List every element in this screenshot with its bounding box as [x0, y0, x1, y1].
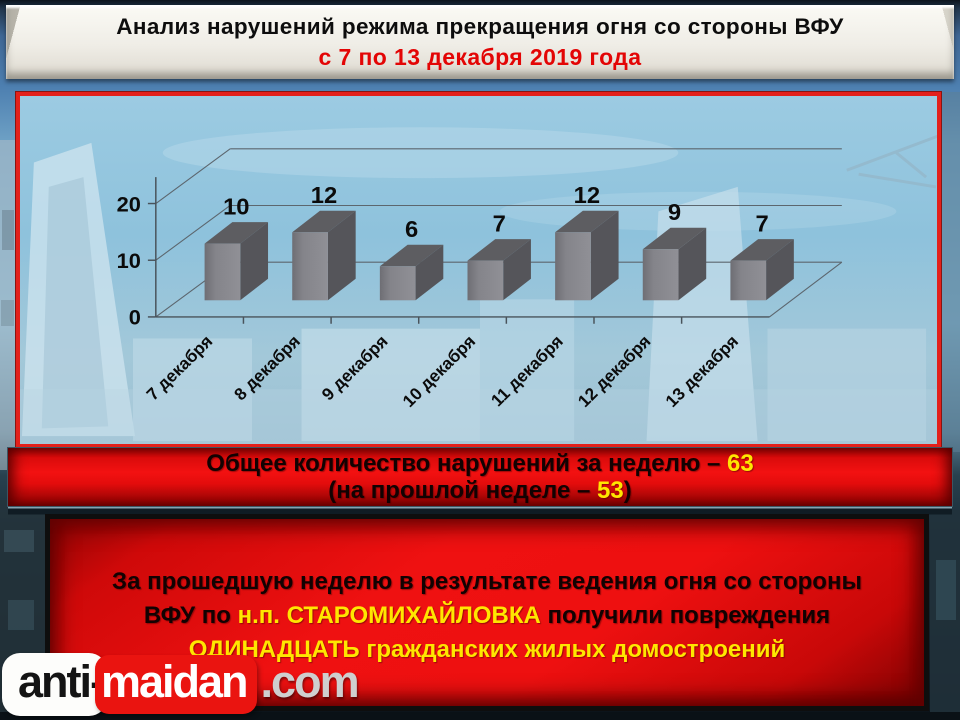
- chart-bar: [379, 244, 444, 301]
- chart-bar: [730, 239, 794, 301]
- category-label: 11 декабря: [487, 331, 567, 410]
- bar-value-label: 12: [311, 183, 337, 209]
- logo-text-anti: anti-: [18, 655, 105, 707]
- summary-line2: (на прошлой неделе – 53): [328, 477, 632, 504]
- bar-value-label: 9: [668, 200, 681, 226]
- damage-line3: ОДИНАДЦАТЬ гражданских жилых домостроени…: [188, 636, 786, 663]
- chart-bar: [642, 227, 707, 301]
- summary-line1: Общее количество нарушений за неделю – 6…: [206, 450, 754, 477]
- chart-bar: [292, 210, 356, 301]
- total-week-value: 63: [727, 450, 754, 477]
- logo-maidan-blob: maidan: [95, 654, 257, 714]
- logo-anti-blob: anti-: [2, 652, 107, 716]
- slide-title-line2: с 7 по 13 декабря 2019 года: [318, 44, 642, 70]
- chart-bar: [204, 222, 269, 301]
- logo-text-maidan: maidan: [101, 655, 249, 707]
- previous-week-value: 53: [597, 477, 624, 504]
- damage-line1: За прошедшую неделю в результате ведения…: [112, 568, 862, 595]
- broken-crane: [846, 134, 937, 189]
- settlement-name: н.п. СТАРОМИХАЙЛОВКА: [237, 602, 541, 629]
- chart-panel: 0 10 20 10 7 декабря 12 8 декабря 6 9 декабря 7 10…: [16, 92, 941, 448]
- logo-text-com: .com: [260, 655, 360, 707]
- chart-backdrop-ruins: [20, 127, 937, 444]
- bar-value-label: 12: [574, 183, 600, 209]
- separator-line: [8, 506, 952, 509]
- chart-bar: [555, 210, 619, 301]
- violations-bar-chart: 0 10 20 10 7 декабря 12 8 декабря 6 9 декабря 7 10…: [117, 148, 843, 411]
- category-label: 8 декабря: [230, 331, 304, 404]
- ruined-blocks-center: [301, 328, 480, 442]
- summary-banner: Общее количество нарушений за неделю – 6…: [8, 448, 952, 506]
- category-label: 7 декабря: [142, 331, 216, 404]
- category-label: 12 декабря: [574, 331, 655, 411]
- y-axis-tick-label: 20: [117, 191, 141, 216]
- y-axis-tick-label: 10: [117, 248, 141, 273]
- watermark-logo: anti- maidan .com: [2, 652, 360, 716]
- chart-bar: [467, 239, 531, 301]
- y-axis-tick-label: 0: [129, 305, 141, 330]
- bar-value-label: 6: [405, 217, 418, 243]
- damage-line2: ВФУ по н.п. СТАРОМИХАЙЛОВКА получили пов…: [143, 602, 831, 629]
- category-label: 13 декабря: [661, 331, 742, 411]
- bar-value-label: 10: [223, 194, 249, 220]
- bar-value-label: 7: [756, 211, 769, 237]
- category-label: 10 декабря: [398, 331, 479, 411]
- slide-title-line1: Анализ нарушений режима прекращения огня…: [116, 14, 844, 39]
- category-label: 9 декабря: [318, 331, 392, 404]
- bar-value-label: 7: [493, 211, 506, 237]
- slide-header: Анализ нарушений режима прекращения огня…: [6, 5, 954, 79]
